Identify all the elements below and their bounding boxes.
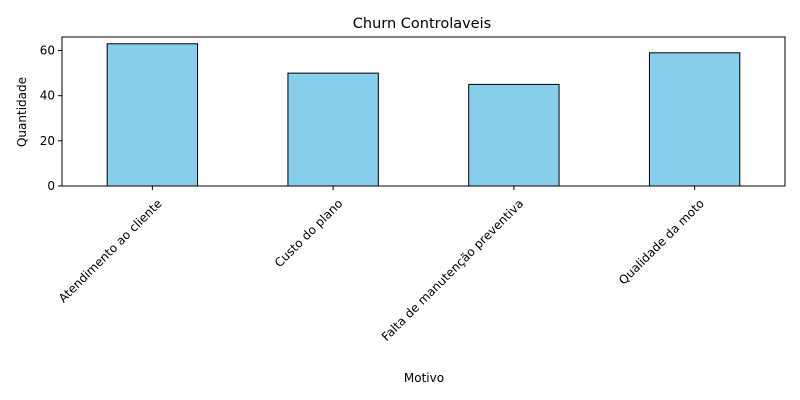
plot-frame <box>61 36 786 187</box>
x-tick-label-3: Qualidade da moto <box>616 196 707 287</box>
y-tick-label-2: 40 <box>40 89 55 103</box>
bar-2 <box>468 83 560 187</box>
x-tick-label-1: Custo do plano <box>272 196 346 270</box>
bar-3 <box>648 52 741 187</box>
y-tick-label-0: 0 <box>47 179 55 193</box>
chart-title: Churn Controlaveis <box>353 16 491 32</box>
bars-group <box>106 43 741 187</box>
x-tick-label-0: Atendimento ao cliente <box>56 196 165 305</box>
y-axis-label: Quantidade <box>15 77 29 147</box>
y-axis: 0 20 40 60 <box>40 44 62 193</box>
bar-0 <box>106 43 199 187</box>
x-tick-label-2: Falta de manutenção preventiva <box>379 196 526 343</box>
bar-1 <box>287 72 379 187</box>
x-axis-label: Motivo <box>404 371 444 385</box>
y-tick-label-3: 60 <box>40 44 55 58</box>
y-tick-label-1: 20 <box>40 134 55 148</box>
x-axis: Atendimento ao cliente Custo do plano Falt… <box>56 186 707 344</box>
